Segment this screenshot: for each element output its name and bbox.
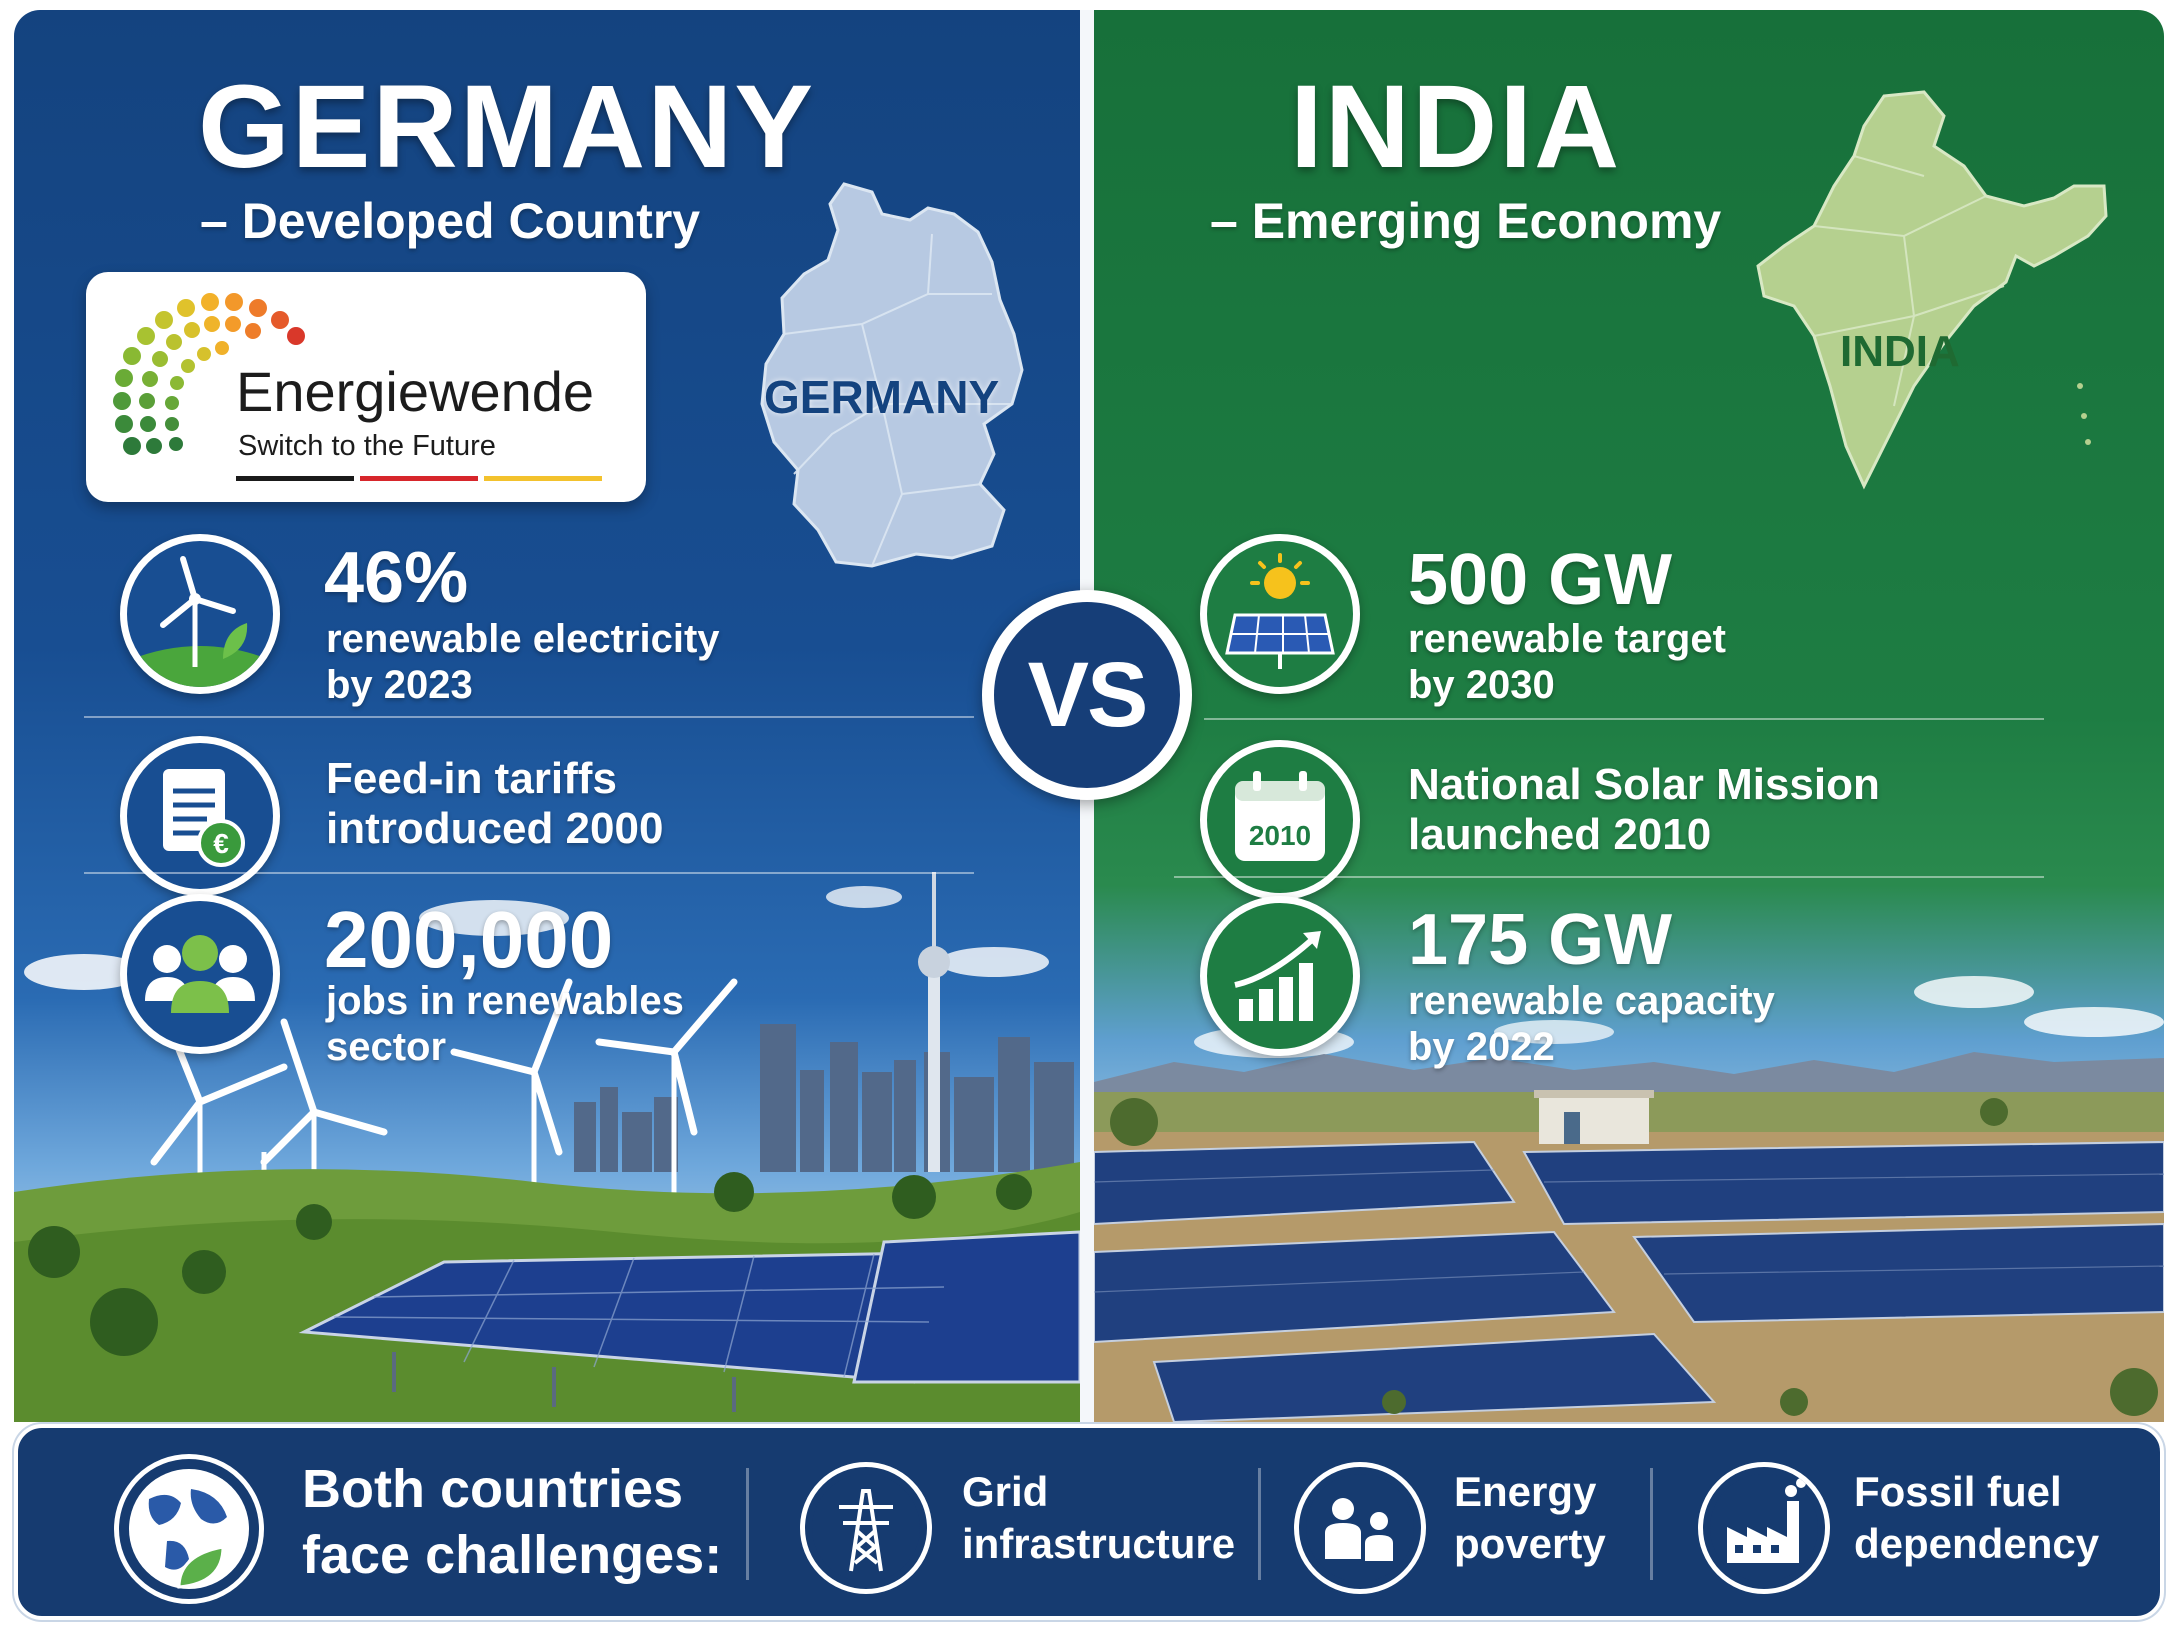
euro-document-icon: € <box>120 736 280 896</box>
people-icon <box>120 894 280 1054</box>
india-stat-3-line1: renewable capacity <box>1408 979 1775 1023</box>
globe-leaf-icon <box>114 1454 264 1604</box>
solar-panel-sun-icon <box>1200 534 1360 694</box>
factory-icon <box>1698 1462 1830 1594</box>
germany-stat-2-line1: Feed-in tariffs <box>326 754 617 803</box>
germany-stat-1-value: 46% <box>324 538 469 618</box>
growth-chart-icon <box>1200 896 1360 1056</box>
germany-stat-separator-1 <box>84 716 974 718</box>
challenge-grid-line2: infrastructure <box>962 1520 1236 1567</box>
india-stat-3-line2: by 2022 <box>1408 1025 1555 1069</box>
flag-stripe-black <box>236 476 354 481</box>
vs-badge: VS <box>982 590 1192 800</box>
vs-label: VS <box>994 602 1180 788</box>
flag-stripe-red <box>360 476 478 481</box>
energiewende-logo-card: Energiewende Switch to the Future <box>86 272 646 502</box>
challenges-footer: Both countries face challenges: Grid inf… <box>14 1424 2164 1620</box>
india-stat-separator-1 <box>1204 718 2044 720</box>
footer-separator-3 <box>1650 1468 1653 1580</box>
germany-map-label: GERMANY <box>764 371 1000 423</box>
challenge-poverty-line1: Energy <box>1454 1468 1597 1515</box>
challenge-poverty-line2: poverty <box>1454 1520 1606 1567</box>
india-stat-1-value: 500 GW <box>1408 540 1673 620</box>
india-title: INDIA <box>1290 61 1622 193</box>
germany-stat-3-value: 200,000 <box>324 895 614 984</box>
wind-turbine-icon <box>120 534 280 694</box>
challenge-fossil-line2: dependency <box>1854 1520 2100 1567</box>
germany-map <box>760 182 1024 568</box>
germany-stat-3-line2: sector <box>326 1025 447 1069</box>
footer-separator-1 <box>746 1468 749 1580</box>
footer-headline-line2: face challenges: <box>302 1525 723 1585</box>
challenge-grid-line1: Grid <box>962 1468 1049 1515</box>
svg-text:€: € <box>213 828 229 859</box>
germany-stat-1-line1: renewable electricity <box>326 617 720 661</box>
india-stat-3-value: 175 GW <box>1408 900 1673 980</box>
germany-stat-separator-2 <box>84 872 974 874</box>
germany-landscape-image <box>14 872 1080 1422</box>
energiewende-tagline: Switch to the Future <box>238 430 496 462</box>
india-stat-2-line2: launched 2010 <box>1408 810 1712 859</box>
germany-stat-2-line2: introduced 2000 <box>326 804 664 853</box>
india-solar-farm-image <box>1094 976 2164 1422</box>
india-panel: INDIA – Emerging Economy INDIA 500 GW re… <box>1094 10 2164 1422</box>
india-stat-2-line1: National Solar Mission <box>1408 760 1880 809</box>
family-icon <box>1294 1462 1426 1594</box>
india-map <box>1756 90 2108 490</box>
flag-stripe-gold <box>484 476 602 481</box>
india-stat-separator-2 <box>1174 876 2044 878</box>
india-stat-1-line2: by 2030 <box>1408 663 1555 707</box>
germany-stat-3-line1: jobs in renewables <box>326 979 684 1023</box>
germany-panel: GERMANY – Developed Country Energiewende… <box>14 10 1080 1422</box>
germany-title: GERMANY <box>198 61 816 193</box>
india-stat-1-line1: renewable target <box>1408 617 1726 661</box>
footer-headline-line1: Both countries <box>302 1459 684 1519</box>
footer-separator-2 <box>1258 1468 1261 1580</box>
calendar-icon-year: 2010 <box>1249 820 1311 851</box>
india-map-label: INDIA <box>1840 327 1960 376</box>
power-pylon-icon <box>800 1462 932 1594</box>
india-subtitle: – Emerging Economy <box>1210 193 1722 249</box>
calendar-icon: 2010 <box>1200 740 1360 900</box>
energiewende-logo-name: Energiewende <box>236 360 595 423</box>
germany-stat-1-line2: by 2023 <box>326 663 473 707</box>
challenge-fossil-line1: Fossil fuel <box>1854 1468 2062 1515</box>
energiewende-dots-icon <box>113 293 305 455</box>
germany-subtitle: – Developed Country <box>200 193 701 249</box>
